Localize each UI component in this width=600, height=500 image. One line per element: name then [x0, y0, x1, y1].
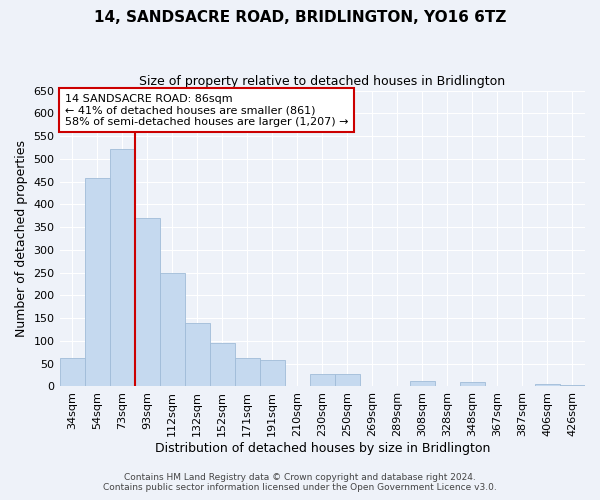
Bar [235, 358, 260, 386]
Bar [460, 382, 485, 386]
Bar [310, 374, 335, 386]
Text: 14, SANDSACRE ROAD, BRIDLINGTON, YO16 6TZ: 14, SANDSACRE ROAD, BRIDLINGTON, YO16 6T… [94, 10, 506, 25]
Bar [85, 178, 110, 386]
Bar [335, 374, 360, 386]
Text: 14 SANDSACRE ROAD: 86sqm
← 41% of detached houses are smaller (861)
58% of semi-: 14 SANDSACRE ROAD: 86sqm ← 41% of detach… [65, 94, 348, 126]
Bar [209, 343, 235, 386]
Title: Size of property relative to detached houses in Bridlington: Size of property relative to detached ho… [139, 75, 505, 88]
Text: Contains HM Land Registry data © Crown copyright and database right 2024.
Contai: Contains HM Land Registry data © Crown c… [103, 473, 497, 492]
Bar [410, 381, 435, 386]
Bar [134, 218, 160, 386]
Bar [185, 322, 209, 386]
Bar [260, 360, 285, 386]
Bar [59, 358, 85, 386]
X-axis label: Distribution of detached houses by size in Bridlington: Distribution of detached houses by size … [155, 442, 490, 455]
Bar [110, 149, 134, 386]
Bar [535, 384, 560, 386]
Bar [160, 272, 185, 386]
Y-axis label: Number of detached properties: Number of detached properties [15, 140, 28, 337]
Bar [560, 385, 585, 386]
